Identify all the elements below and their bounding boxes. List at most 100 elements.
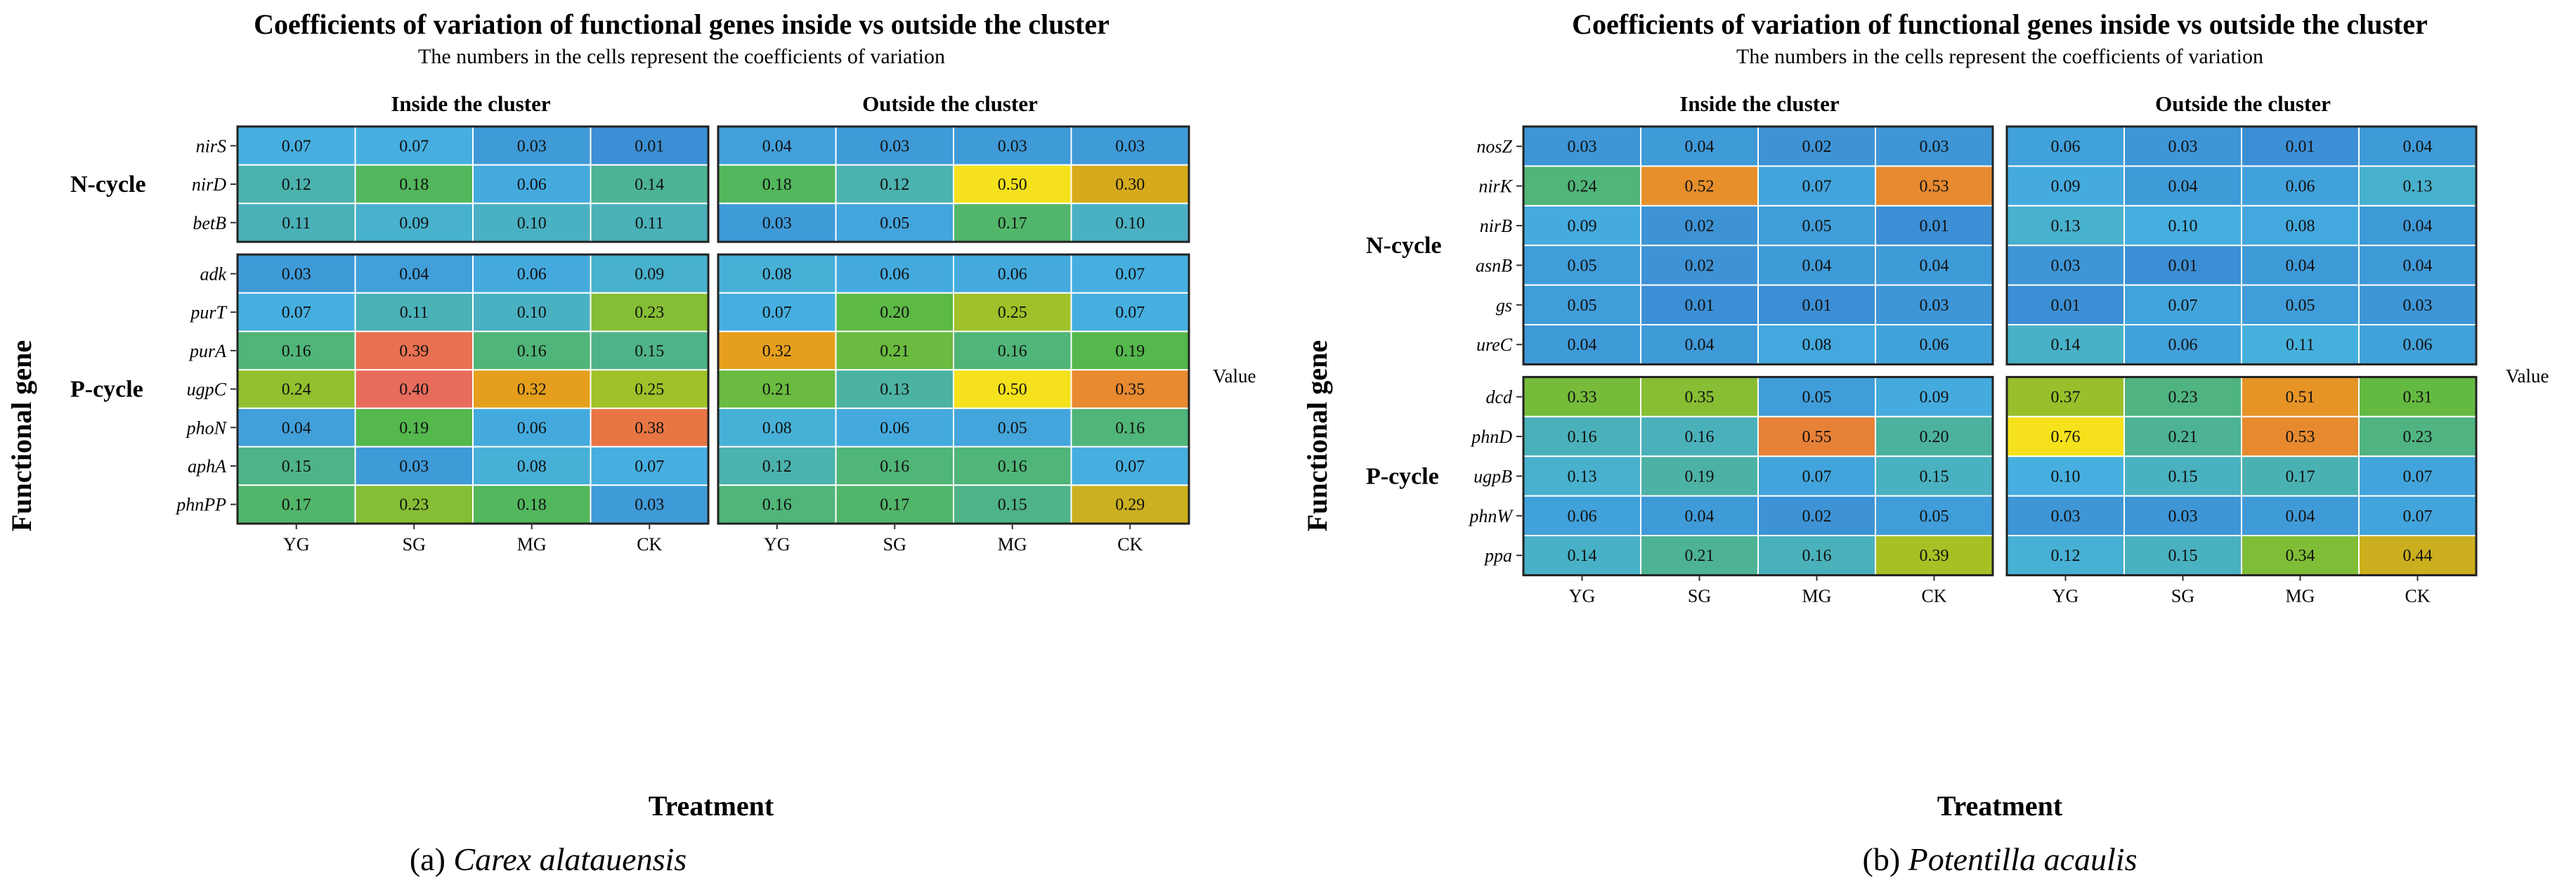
- panel-a-gene-label-phon: phoN: [186, 417, 228, 438]
- panel-b-cell-label: 0.05: [1568, 297, 1597, 315]
- panel-b-cell-urec-inside-mg: [1757, 324, 1876, 365]
- panel-b-cell-ugpb-outside-ck: [2358, 455, 2477, 497]
- panel-b-cell-label: 0.55: [1802, 428, 1832, 446]
- panel-b-cell-label: 0.05: [1568, 257, 1597, 275]
- panel-a-cell-label: 0.17: [282, 496, 311, 514]
- panel-a-xlabel: Treatment: [649, 790, 774, 822]
- panel-b-cell-label: 0.04: [2403, 257, 2433, 275]
- panel-b-cell-label: 0.04: [1920, 257, 1949, 275]
- panel-b-cell-nosz-inside-ck: [1875, 126, 1993, 167]
- panel-a-cell-purt-outside-yg: [717, 292, 837, 332]
- panel-b-cell-label: 0.01: [1920, 217, 1949, 235]
- panel-b-cell-label: 0.04: [2403, 138, 2433, 156]
- panel-b-x-tick-label-mg: MG: [1802, 585, 1832, 606]
- panel-b-cell-label: 0.51: [2286, 389, 2315, 407]
- panel-b-cell-dcd-inside-yg: [1523, 376, 1641, 417]
- panel-b-cell-label: 0.06: [2403, 336, 2433, 354]
- panel-b-x-tick-label-sg: SG: [2171, 585, 2194, 606]
- panel-b-gene-label-dcd: dcd: [1485, 387, 1513, 408]
- panel-b-x-tick-label-mg: MG: [2286, 585, 2315, 606]
- panel-b-title: Coefficients of variation of functional …: [1572, 8, 2428, 40]
- panel-b-cell-nirk-outside-yg: [2006, 165, 2125, 207]
- panel-a-cell-label: 0.25: [998, 304, 1027, 322]
- panel-a-cell-nirs-inside-sg: [354, 126, 474, 166]
- panel-b-cell-label: 0.23: [2403, 428, 2433, 446]
- panel-a-cell-label: 0.18: [517, 496, 547, 514]
- panel-a-cell-label: 0.25: [635, 381, 664, 399]
- panel-a-x-tick-label-mg: MG: [517, 534, 547, 555]
- panel-b-cell-label: 0.04: [2286, 257, 2315, 275]
- panel-a-cell-betb-outside-sg: [835, 202, 954, 243]
- panel-a-cell-label: 0.03: [998, 137, 1027, 155]
- panel-b-cell-label: 0.07: [2168, 297, 2198, 315]
- panel-b-cell-gs-inside-sg: [1640, 284, 1759, 326]
- panel-b-cell-nirb-inside-ck: [1875, 205, 1993, 247]
- panel-b-cell-label: 0.01: [1802, 297, 1832, 315]
- panel-b-cell-label: 0.33: [1568, 389, 1597, 407]
- panel-a-cell-nird-outside-sg: [835, 164, 954, 205]
- panel-a-cell-label: 0.10: [1115, 214, 1145, 233]
- panel-b-cell-asnb-inside-mg: [1757, 245, 1876, 286]
- panel-b-cell-label: 0.31: [2403, 389, 2433, 407]
- panel-a-cell-label: 0.12: [282, 176, 311, 194]
- panel-b-facet-border: [1522, 125, 1994, 365]
- panel-a-cell-ugpc-outside-ck: [1070, 369, 1190, 409]
- panel-b-cell-label: 0.16: [1802, 547, 1832, 565]
- panel-b-cell-label: 0.17: [2286, 467, 2315, 486]
- panel-a-x-tick-label-ck: CK: [1117, 534, 1143, 555]
- panel-a-cell-phon-outside-mg: [953, 407, 1072, 448]
- panel-a-cell-label: 0.04: [399, 265, 429, 283]
- panel-a-cell-label: 0.10: [517, 304, 547, 322]
- panel-a-cell-label: 0.16: [998, 458, 1027, 476]
- panel-a-cell-label: 0.16: [880, 458, 909, 476]
- panel-a-cell-phon-outside-yg: [717, 407, 837, 448]
- panel-b-gene-label-urec: ureC: [1476, 335, 1513, 355]
- panel-a-gene-label-betb: betB: [193, 213, 226, 233]
- panel-a-cell-label: 0.18: [399, 176, 429, 194]
- panel-b-cell-label: 0.03: [1920, 138, 1949, 156]
- panel-a-title: Coefficients of variation of functional …: [254, 8, 1110, 40]
- panel-b-gene-label-phnw: phnW: [1468, 506, 1514, 526]
- panel-a-x-tick-label-ck: CK: [637, 534, 662, 555]
- panel-b-ylabel: Functional gene: [1301, 340, 1333, 531]
- panel-b-cell-label: 0.04: [1802, 257, 1832, 275]
- panel-b-legend-title: Value: [2506, 365, 2549, 387]
- panel-a-cell-label: 0.23: [399, 496, 429, 514]
- panel-a-cell-apha-outside-sg: [835, 446, 954, 486]
- panel-b-gene-label-phnd: phnD: [1470, 427, 1512, 447]
- panel-a-cell-phon-outside-ck: [1070, 407, 1190, 448]
- panel-b-cell-urec-outside-mg: [2241, 324, 2360, 365]
- panel-b-cell-asnb-outside-sg: [2123, 245, 2242, 286]
- panel-b-cell-ppa-inside-sg: [1640, 535, 1759, 576]
- panel-b-group-label-n-cycle: N-cycle: [1366, 233, 1442, 259]
- panel-b-cell-label: 0.04: [2168, 178, 2198, 196]
- panel-b-cell-label: 0.05: [1802, 389, 1832, 407]
- panel-a-cell-betb-outside-mg: [953, 202, 1072, 243]
- panel-b-caption-species: Potentilla acaulis: [1908, 841, 2138, 877]
- panel-a-cell-label: 0.06: [998, 265, 1027, 283]
- panel-a-cell-label: 0.07: [1115, 304, 1145, 322]
- panel-b-cell-asnb-outside-yg: [2006, 245, 2125, 286]
- panel-b-cell-label: 0.06: [2168, 336, 2198, 354]
- panel-a-cell-phnpp-outside-yg: [717, 484, 837, 524]
- panel-b-cell-label: 0.52: [1685, 178, 1715, 196]
- panel-b-cell-nirk-inside-ck: [1875, 165, 1993, 207]
- panel-b-x-tick-label-sg: SG: [1688, 585, 1711, 606]
- panel-b-cell-gs-inside-ck: [1875, 284, 1993, 326]
- panel-a-cell-betb-outside-ck: [1070, 202, 1190, 243]
- panel-a-cell-label: 0.50: [998, 381, 1027, 399]
- panel-a-caption-prefix: (a): [410, 841, 454, 877]
- panel-a-cell-label: 0.16: [282, 342, 311, 361]
- panel-b-cell-label: 0.01: [2168, 257, 2198, 275]
- panel-b-caption-prefix: (b): [1863, 841, 1908, 877]
- panel-a-gene-label-purt: purT: [189, 302, 227, 323]
- panel-a-cell-phnpp-inside-sg: [354, 484, 474, 524]
- panel-a-cell-label: 0.35: [1115, 381, 1145, 399]
- panel-b-cell-nirk-inside-sg: [1640, 165, 1759, 207]
- panel-b-cell-phnw-inside-mg: [1757, 495, 1876, 536]
- panel-b-facet-border: [1522, 375, 1994, 576]
- panel-a-x-tick-label-yg: YG: [764, 534, 791, 555]
- panel-b-cell-dcd-outside-ck: [2358, 376, 2477, 417]
- panel-a-cell-nird-outside-mg: [953, 164, 1072, 205]
- panel-b-cell-gs-outside-yg: [2006, 284, 2125, 326]
